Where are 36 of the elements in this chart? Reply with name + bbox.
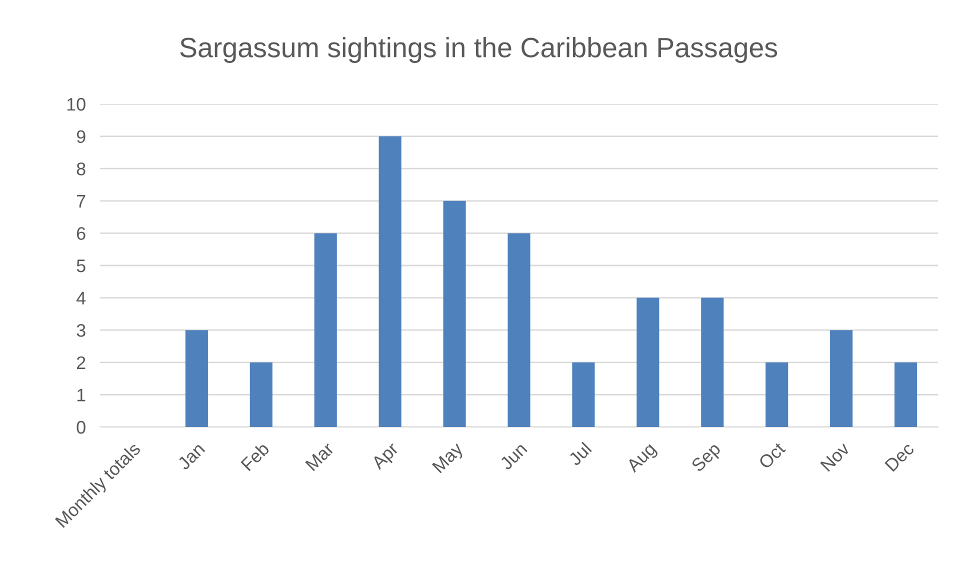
x-tick-label: Mar: [305, 442, 335, 472]
y-tick-label: 0: [76, 420, 86, 434]
bar: [894, 362, 918, 427]
bar: [572, 362, 595, 427]
x-tick-label: Jul: [567, 442, 592, 466]
x-tick-label: Feb: [240, 441, 270, 472]
x-tick-label: May: [432, 441, 466, 476]
y-tick-label: 2: [76, 356, 86, 369]
x-tick-label: Jun: [499, 442, 528, 471]
y-tick-label: 3: [76, 324, 86, 337]
bar: [250, 362, 272, 427]
bar: [508, 233, 530, 427]
x-tick-label: Oct: [758, 441, 786, 470]
bar: [830, 330, 853, 427]
chart-title: Sargassum sightings in the Caribbean Passages: [180, 37, 778, 63]
y-tick-label: 9: [76, 130, 86, 144]
y-tick-label: 5: [76, 260, 86, 272]
bar: [701, 298, 724, 427]
y-tick-label: 10: [67, 98, 86, 111]
y-tick-label: 1: [77, 388, 86, 402]
x-tick-label: Aug: [626, 442, 660, 476]
y-tick-label: 6: [76, 227, 86, 240]
x-tick-label: Nov: [820, 441, 851, 472]
bar: [443, 200, 466, 427]
x-tick-label: Dec: [884, 442, 915, 472]
y-tick-label: 4: [76, 292, 86, 304]
x-tick-label: Apr: [370, 442, 402, 473]
x-tick-label: Sep: [690, 442, 724, 475]
bar: [636, 298, 660, 427]
bar: [766, 362, 788, 427]
x-tick-label: Jan: [176, 442, 206, 471]
bar: [185, 330, 208, 427]
y-tick-label: 8: [76, 162, 86, 176]
y-tick-label: 7: [76, 195, 86, 208]
bar: [314, 233, 337, 427]
bar: [378, 136, 402, 427]
